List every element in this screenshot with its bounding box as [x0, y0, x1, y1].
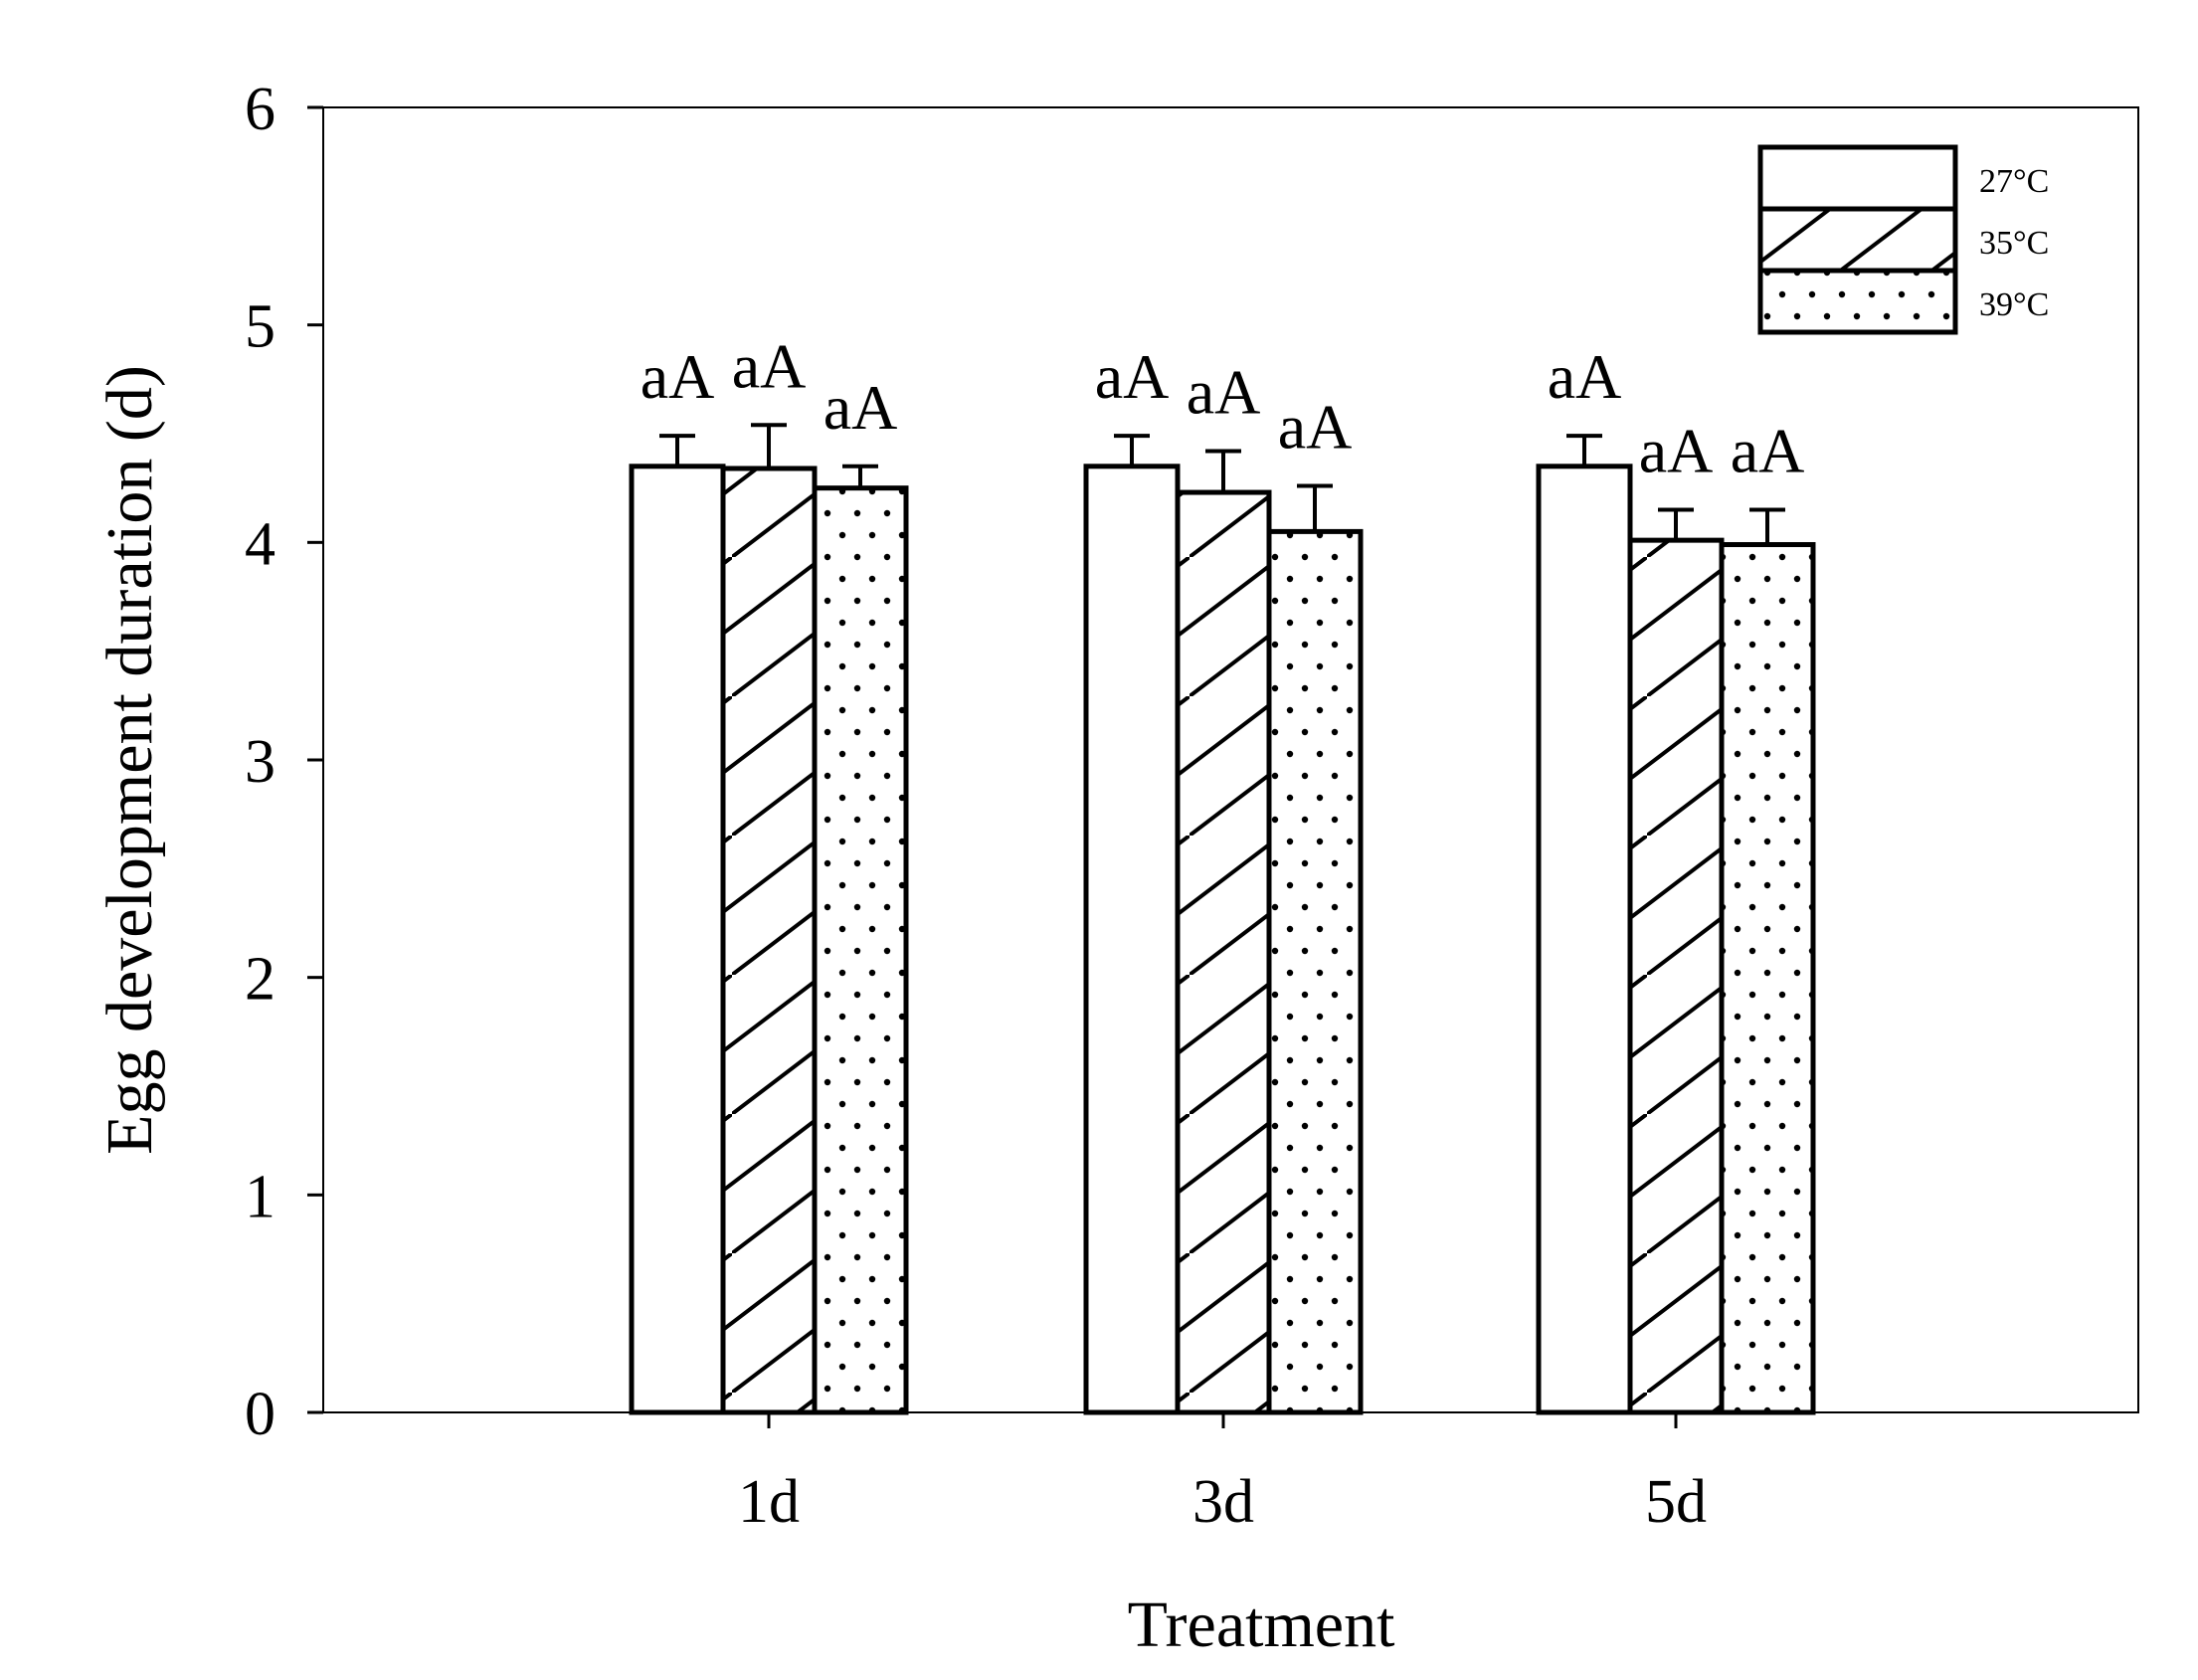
significance-label: aA [1187, 356, 1261, 427]
significance-label: aA [1095, 341, 1170, 412]
legend-swatch [1757, 144, 1958, 212]
y-tick-label: 2 [245, 946, 275, 1014]
significance-label: aA [1548, 341, 1622, 412]
y-axis: 0 1 2 3 4 5 6 [245, 76, 323, 1448]
significance-label: aA [1639, 416, 1714, 486]
x-axis-label: Treatment [1128, 1588, 1395, 1661]
bar [1083, 464, 1181, 1415]
bar [1627, 537, 1725, 1415]
bar [1175, 489, 1272, 1415]
legend-label: 27°C [1979, 163, 2049, 200]
bar [1719, 542, 1816, 1415]
significance-label: aA [1278, 391, 1353, 462]
x-tick-label: 3d [1192, 1468, 1254, 1536]
y-tick-label: 3 [245, 728, 275, 796]
y-tick-label: 5 [245, 293, 275, 361]
x-axis: 1d 3d 5d [738, 1412, 1707, 1536]
legend: 27°C 35°C 39°C [1757, 144, 2049, 335]
x-tick-label: 1d [738, 1468, 800, 1536]
y-tick-label: 0 [245, 1381, 275, 1448]
legend-label: 39°C [1979, 286, 2049, 323]
y-tick-label: 1 [245, 1163, 275, 1230]
bar [1266, 528, 1364, 1415]
significance-label: aA [824, 372, 898, 443]
significance-label: aA [1731, 416, 1805, 486]
significance-label: aA [732, 330, 807, 401]
bar [720, 466, 818, 1415]
bar [812, 485, 909, 1415]
significance-label: aA [641, 341, 715, 412]
legend-swatch [1757, 206, 1958, 274]
bar [1536, 464, 1633, 1415]
legend-swatch [1757, 268, 1958, 335]
x-tick-label: 5d [1645, 1468, 1707, 1536]
y-axis-label: Egg development duration (d) [93, 365, 166, 1155]
bar [629, 464, 726, 1415]
y-tick-label: 4 [245, 510, 275, 578]
legend-label: 35°C [1979, 225, 2049, 262]
y-tick-label: 6 [245, 76, 275, 143]
